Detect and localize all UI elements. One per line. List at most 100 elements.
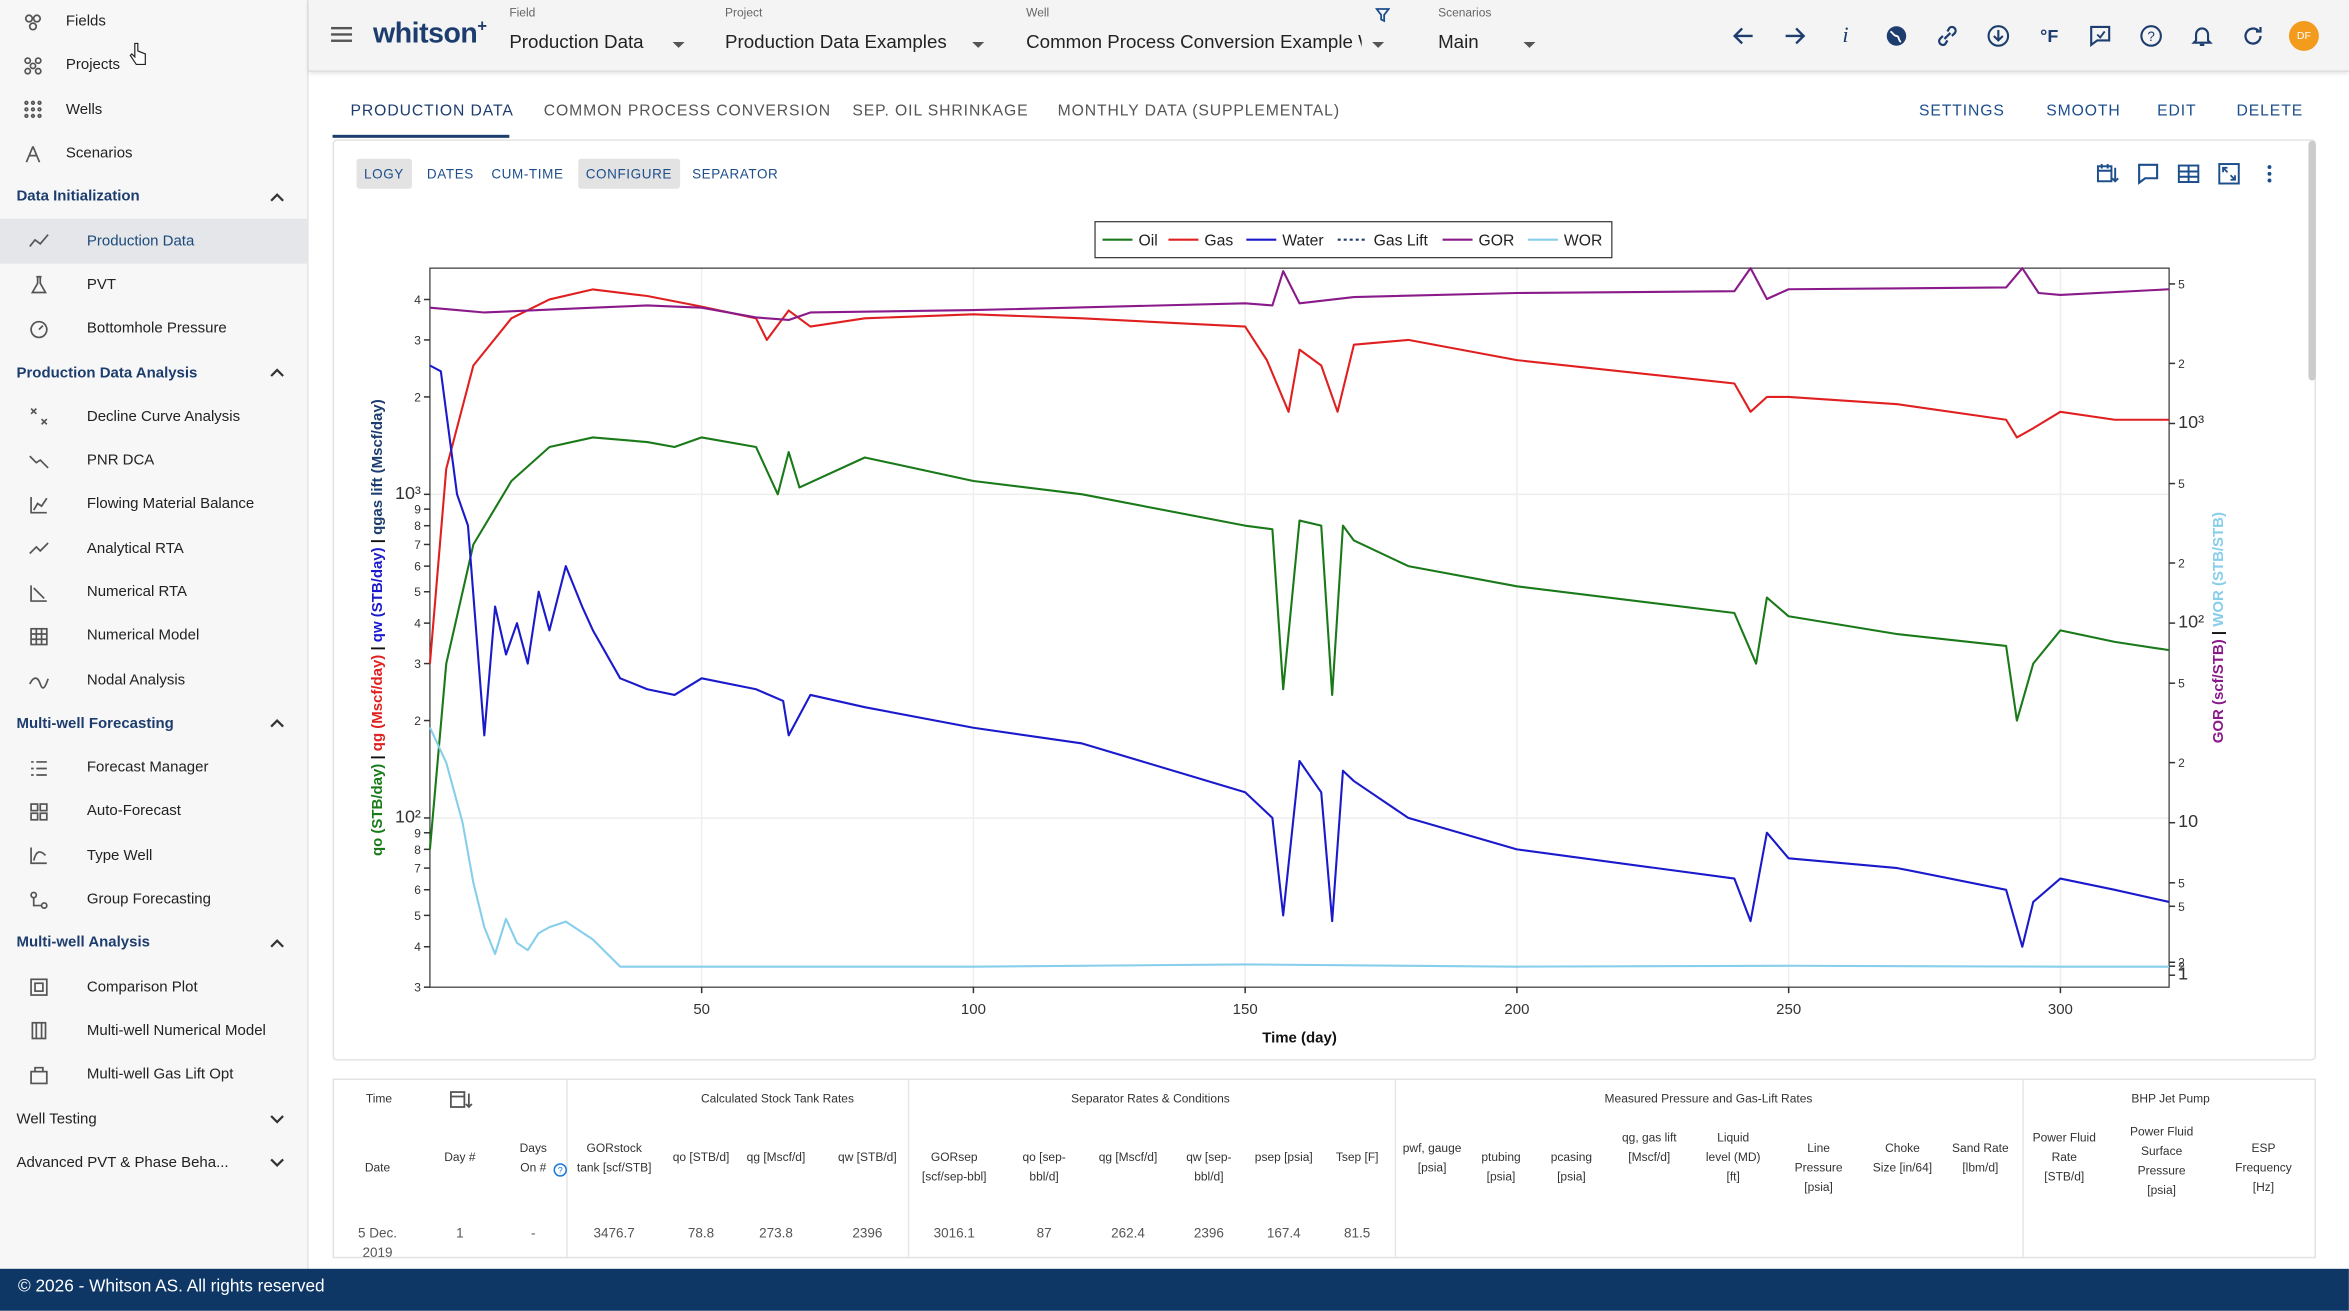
feedback-icon[interactable] xyxy=(2085,21,2115,51)
sidebar-item-group-forecasting[interactable]: Group Forecasting xyxy=(0,878,307,922)
sidebar-item-pvt[interactable]: PVT xyxy=(0,263,307,307)
sidebar-item-comparison-plot[interactable]: Comparison Plot xyxy=(0,966,307,1010)
sidebar-section-4[interactable]: Well Testing xyxy=(0,1097,307,1141)
table-column-header[interactable]: GORstock tank [scf/STB] xyxy=(576,1140,652,1174)
sidebar-item-auto-forecast[interactable]: Auto-Forecast xyxy=(0,790,307,834)
table-column-header[interactable]: Power Fluid Rate [STB/d] xyxy=(2032,1130,2096,1184)
sidebar-item-projects[interactable]: Projects xyxy=(0,44,307,88)
table-column-header[interactable]: psep [psia] xyxy=(1254,1150,1313,1164)
table-column-header[interactable]: GORsep [scf/sep-bbl] xyxy=(921,1150,987,1184)
sidebar-section-5[interactable]: Advanced PVT & Phase Beha... xyxy=(0,1141,307,1185)
table-icon[interactable] xyxy=(2175,160,2200,185)
legend-label[interactable]: Gas xyxy=(1204,233,1233,250)
sidebar-item-bottomhole-pressure[interactable]: Bottomhole Pressure xyxy=(0,307,307,351)
temperature-unit-icon[interactable]: °F xyxy=(2040,25,2059,47)
sidebar-item-numerical-rta[interactable]: Numerical RTA xyxy=(0,571,307,615)
table-column-header[interactable]: qo [sep-bbl/d] xyxy=(1022,1150,1066,1184)
sidebar-item-scenarios[interactable]: Scenarios xyxy=(0,132,307,176)
tab-production-data[interactable]: PRODUCTION DATA xyxy=(350,101,514,120)
configure-button[interactable]: CONFIGURE xyxy=(578,158,680,189)
sidebar-section-3[interactable]: Multi-well Analysis xyxy=(0,922,307,966)
sidebar-item-numerical-model[interactable]: Numerical Model xyxy=(0,614,307,658)
table-column-header[interactable]: qg [Mscf/d] xyxy=(746,1150,806,1164)
table-column-header[interactable]: Tsep [F] xyxy=(1335,1150,1379,1164)
table-column-header[interactable]: Liquid level (MD) [ft] xyxy=(1705,1130,1761,1184)
sidebar-item-decline-curve-analysis[interactable]: Decline Curve Analysis xyxy=(0,395,307,439)
table-column-header[interactable]: Days On # xyxy=(519,1140,547,1174)
project-selector[interactable]: Project Production Data Examples xyxy=(725,6,986,66)
table-column-header[interactable]: qo [STB/d] xyxy=(672,1150,730,1164)
table-column-header[interactable]: qg, gas lift [Mscf/d] xyxy=(1621,1130,1677,1164)
link-icon[interactable] xyxy=(1932,21,1962,51)
sidebar-item-wells[interactable]: Wells xyxy=(0,88,307,132)
table-column-header[interactable]: pwf, gauge [psia] xyxy=(1402,1140,1462,1174)
table-column-header[interactable]: qw [STB/d] xyxy=(838,1150,897,1164)
production-chart[interactable]: 50 100 150 200 250 30043210³9876543210²987654… xyxy=(334,141,2317,1062)
comment-icon[interactable] xyxy=(2135,160,2160,185)
series-line-oil[interactable] xyxy=(428,436,2170,850)
table-column-header[interactable]: Power Fluid Surface Pressure [psia] xyxy=(2129,1124,2194,1197)
legend-label[interactable]: Gas Lift xyxy=(1374,233,1429,250)
sidebar-item-multi-well-numerical-model[interactable]: Multi-well Numerical Model xyxy=(0,1009,307,1053)
series-line-water[interactable] xyxy=(429,364,2170,948)
tab-sep-oil-shrinkage[interactable]: SEP. OIL SHRINKAGE xyxy=(852,101,1029,120)
more-vert-icon[interactable] xyxy=(2256,160,2281,185)
field-selector[interactable]: Field Production Data xyxy=(509,6,686,66)
table-column-header[interactable]: Line Pressure [psia] xyxy=(1794,1140,1843,1194)
table-column-header[interactable]: Date xyxy=(364,1160,391,1174)
table-column-header[interactable]: Sand Rate [lbm/d] xyxy=(1952,1140,2009,1174)
help-icon[interactable]: ? xyxy=(553,1162,568,1177)
whitson-logo[interactable]: whitson+ xyxy=(373,17,487,50)
table-column-header[interactable]: qw [sep-bbl/d] xyxy=(1186,1150,1232,1184)
sidebar-item-production-data[interactable]: Production Data xyxy=(0,219,308,264)
logy-toggle[interactable]: LOGY xyxy=(356,158,412,189)
fullscreen-icon[interactable] xyxy=(2216,160,2241,185)
info-icon[interactable]: i xyxy=(1842,23,1849,48)
series-line-gas[interactable] xyxy=(428,288,2170,664)
series-line-wor[interactable] xyxy=(428,726,2170,968)
notifications-bell-icon[interactable] xyxy=(2187,21,2217,51)
table-column-header[interactable]: ptubing [psia] xyxy=(1481,1150,1521,1184)
download-icon[interactable] xyxy=(1983,21,2013,51)
user-avatar[interactable]: DF xyxy=(2288,20,2319,51)
edit-button[interactable]: EDIT xyxy=(2157,101,2197,120)
sidebar-item-analytical-rta[interactable]: Analytical RTA xyxy=(0,527,307,571)
smooth-button[interactable]: SMOOTH xyxy=(2046,101,2121,120)
settings-button[interactable]: SETTINGS xyxy=(1918,101,2005,120)
arrow-forward-icon[interactable] xyxy=(1780,21,1810,51)
sidebar-item-pnr-dca[interactable]: PNR DCA xyxy=(0,439,307,483)
calendar-sort-icon[interactable] xyxy=(449,1089,473,1110)
sidebar-section-0[interactable]: Data Initialization xyxy=(0,176,307,220)
legend-label[interactable]: WOR xyxy=(1564,233,1602,250)
help-icon[interactable]: ? xyxy=(2136,21,2166,51)
sidebar-item-type-well[interactable]: Type Well xyxy=(0,834,307,878)
series-line-gor[interactable] xyxy=(429,267,2170,322)
hamburger-menu-icon[interactable] xyxy=(330,22,354,46)
cum-time-toggle[interactable]: CUM-TIME xyxy=(491,166,564,182)
table-column-header[interactable]: ESP Frequency [Hz] xyxy=(2235,1140,2292,1194)
calendar-sort-icon[interactable] xyxy=(2094,160,2119,185)
tab-common-process-conversion[interactable]: COMMON PROCESS CONVERSION xyxy=(543,101,832,120)
table-column-header[interactable]: qg [Mscf/d] xyxy=(1098,1150,1158,1164)
sidebar-section-2[interactable]: Multi-well Forecasting xyxy=(0,702,307,746)
table-column-header[interactable]: Day # xyxy=(444,1150,476,1164)
sidebar-item-fields[interactable]: Fields xyxy=(0,0,307,44)
scenarios-selector[interactable]: Scenarios Main xyxy=(1438,6,1537,66)
sidebar-item-flowing-material-balance[interactable]: Flowing Material Balance xyxy=(0,483,307,527)
filter-icon[interactable] xyxy=(1375,7,1391,23)
delete-button[interactable]: DELETE xyxy=(2236,101,2304,120)
arrow-back-icon[interactable] xyxy=(1729,21,1759,51)
sidebar-item-forecast-manager[interactable]: Forecast Manager xyxy=(0,746,307,790)
table-column-header[interactable]: Choke Size [in/64] xyxy=(1872,1140,1933,1174)
legend-label[interactable]: GOR xyxy=(1479,233,1515,250)
globe-icon[interactable] xyxy=(1881,21,1911,51)
tab-monthly-data[interactable]: MONTHLY DATA (SUPPLEMENTAL) xyxy=(1057,101,1340,120)
sidebar-item-multi-well-gas-lift-opt[interactable]: Multi-well Gas Lift Opt xyxy=(0,1053,307,1097)
table-column-header[interactable]: pcasing [psia] xyxy=(1550,1150,1593,1184)
panel-scrollbar[interactable] xyxy=(2308,140,2316,381)
sidebar-item-nodal-analysis[interactable]: Nodal Analysis xyxy=(0,658,307,702)
dates-toggle[interactable]: DATES xyxy=(426,166,474,182)
well-selector[interactable]: Well Common Process Conversion Example We… xyxy=(1026,6,1386,66)
refresh-icon[interactable] xyxy=(2238,21,2268,51)
sidebar-section-1[interactable]: Production Data Analysis xyxy=(0,351,307,395)
